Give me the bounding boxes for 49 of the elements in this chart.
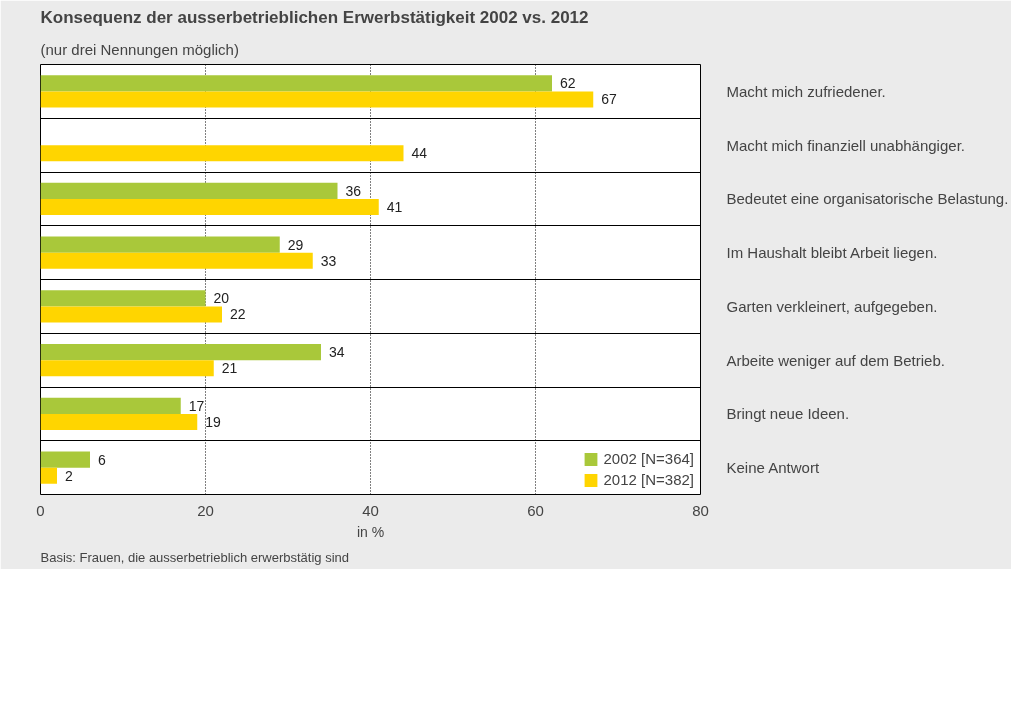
y-tick-label: Bringt neue Ideen. — [726, 405, 850, 423]
bar — [40, 182, 338, 199]
x-tick-label: 60 — [527, 501, 544, 519]
text: Basis: Frauen, die ausserbetrieblich erwerbstätig sind — [40, 549, 350, 565]
bar — [40, 397, 181, 414]
bar — [40, 413, 198, 430]
bar — [40, 467, 57, 484]
data-label: 19 — [205, 413, 222, 430]
y-tick-label: Bedeutet eine organisatorische Belastung. — [726, 190, 1009, 208]
y-tick-label: Im Haushalt bleibt Arbeit liegen. — [726, 244, 938, 262]
bar — [40, 306, 222, 323]
data-label: 34 — [329, 344, 345, 361]
x-axis-title: in % — [356, 523, 385, 540]
y-tick-label: Garten verkleinert, aufgegeben. — [726, 297, 938, 315]
bar — [40, 252, 313, 269]
y-tick-label: Macht mich finanziell unabhängiger. — [726, 136, 965, 154]
data-label: 62 — [560, 75, 576, 92]
y-tick-label: Macht mich zufriedener. — [726, 82, 886, 100]
bar — [40, 236, 280, 253]
data-label: 22 — [230, 306, 246, 323]
y-tick-label: Arbeite weniger auf dem Betrieb. — [726, 351, 945, 369]
chart-title: Konsequenz der ausserbetrieblichen Erwerbstätigkeit 2002 vs. 2012 — [40, 7, 589, 27]
bar — [40, 198, 379, 215]
data-label: 67 — [601, 91, 618, 108]
data-label: 44 — [411, 145, 428, 162]
bar — [40, 91, 594, 108]
data-label: 20 — [213, 290, 230, 307]
legend-label: 2002 [N=364] — [603, 450, 694, 467]
data-label: 17 — [188, 397, 205, 414]
data-label: 2 — [65, 467, 73, 484]
data-label: 21 — [221, 360, 238, 377]
bar — [40, 344, 321, 361]
y-tick-label: Keine Antwort — [726, 459, 820, 477]
bar — [40, 360, 214, 377]
bar — [40, 290, 206, 307]
data-label: 41 — [386, 198, 403, 215]
data-label: 36 — [345, 182, 362, 199]
bar — [40, 145, 404, 162]
x-tick-label: 20 — [197, 501, 214, 519]
x-tick-label: 80 — [692, 501, 709, 519]
x-tick-label: 0 — [36, 501, 45, 519]
data-label: 6 — [98, 451, 106, 468]
data-label: 33 — [320, 252, 337, 269]
x-tick-label: 40 — [362, 501, 379, 519]
legend-label: 2012 [N=382] — [603, 471, 694, 488]
bar — [40, 451, 90, 468]
bar — [40, 75, 552, 92]
data-label: 29 — [287, 236, 304, 253]
chart-subtitle: (nur drei Nennungen möglich) — [40, 40, 239, 58]
